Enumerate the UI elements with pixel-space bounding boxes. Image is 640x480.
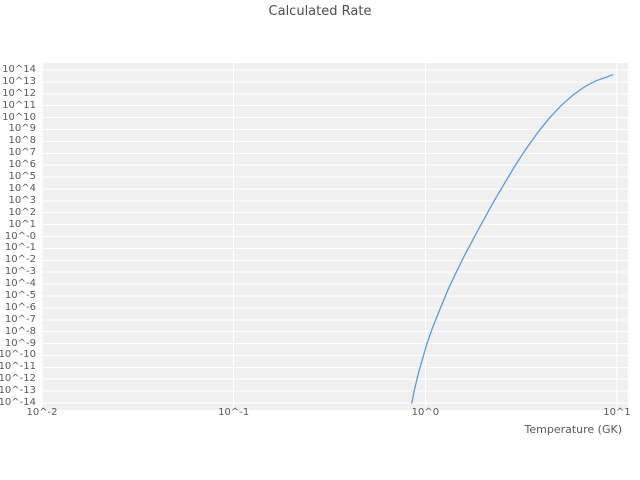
x-tick-label: 10^-2 [26,407,58,418]
y-tick-label: 10^2 [8,206,36,218]
y-tick-label: 10^-4 [4,278,36,290]
y-tick-label: 10^9 [8,123,36,135]
y-tick-label: 10^14 [2,64,36,75]
y-tick-label: 10^12 [2,87,36,99]
y-tick-label: 10^-10 [0,349,36,361]
y-tick-label: 10^-6 [4,301,36,313]
y-tick-label: 10^1 [8,218,36,230]
chart-title: Calculated Rate [268,4,372,19]
y-tick-label: 10^13 [2,75,36,87]
x-axis-label: Temperature (GK) [524,423,623,436]
y-tick-label: 10^6 [8,159,36,171]
y-tick-label: 10^-9 [4,337,36,349]
y-tick-label: 10^4 [8,182,36,194]
y-tick-label: 10^-1 [4,242,36,254]
y-tick-label: 10^-13 [0,385,36,397]
y-tick-label: 10^-14 [0,397,36,408]
rate-curve [411,74,614,404]
x-tick-label: 10^0 [411,407,440,418]
y-tick-label: 10^8 [8,135,36,147]
y-tick-label: 10^-0 [4,230,36,242]
y-tick-label: 10^10 [2,111,36,123]
y-tick-label: 10^11 [2,99,36,111]
y-tick-label: 10^-3 [4,266,36,278]
x-tick-label: 10^1 [603,407,631,418]
y-tick-label: 10^-8 [4,325,36,337]
y-tick-label: 10^-7 [4,313,36,325]
x-tick-label: 10^-1 [218,407,250,418]
y-tick-label: 10^5 [8,171,36,183]
y-tick-label: 10^-5 [4,289,36,301]
y-tick-label: 10^7 [8,147,36,159]
y-tick-label: 10^3 [8,194,36,206]
y-tick-label: 10^-12 [0,373,36,385]
y-tick-label: 10^-2 [4,254,36,266]
y-tick-label: 10^-11 [0,361,36,373]
